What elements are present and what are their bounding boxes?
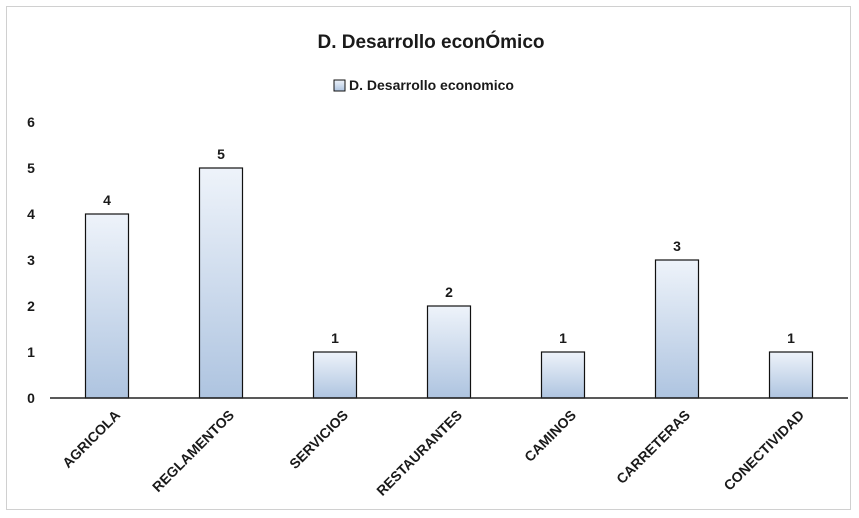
x-axis-labels: AGRICOLA REGLAMENTOS SERVICIOS RESTAURANTES… bbox=[59, 407, 807, 499]
bar bbox=[426, 305, 472, 399]
y-axis-ticks: 0 1 2 3 4 5 6 bbox=[27, 114, 35, 406]
x-tick-label: RESTAURANTES bbox=[373, 407, 465, 499]
chart-title: D. Desarrollo econÓmico bbox=[317, 31, 544, 53]
data-label: 4 bbox=[103, 192, 111, 208]
data-label: 1 bbox=[787, 330, 795, 346]
data-label: 5 bbox=[217, 146, 225, 162]
legend: D. Desarrollo economico bbox=[333, 77, 514, 93]
data-label: 3 bbox=[673, 238, 681, 254]
bar bbox=[84, 213, 130, 399]
bars bbox=[84, 167, 814, 399]
x-tick-label: SERVICIOS bbox=[286, 407, 351, 472]
x-tick-label: CARRETERAS bbox=[613, 407, 693, 487]
bar bbox=[768, 351, 814, 399]
y-tick-label: 0 bbox=[27, 390, 35, 406]
data-labels: 4 5 1 2 1 3 1 bbox=[103, 146, 795, 346]
y-tick-label: 3 bbox=[27, 252, 35, 268]
bar bbox=[540, 351, 586, 399]
y-tick-label: 2 bbox=[27, 298, 35, 314]
legend-swatch bbox=[333, 79, 346, 92]
y-tick-label: 4 bbox=[27, 206, 35, 222]
legend-label: D. Desarrollo economico bbox=[349, 77, 514, 93]
x-tick-label: CONECTIVIDAD bbox=[720, 407, 807, 494]
data-label: 1 bbox=[331, 330, 339, 346]
bar bbox=[312, 351, 358, 399]
bar bbox=[654, 259, 700, 399]
bar bbox=[198, 167, 244, 399]
y-tick-label: 1 bbox=[27, 344, 35, 360]
data-label: 1 bbox=[559, 330, 567, 346]
chart-frame bbox=[6, 6, 851, 510]
y-tick-label: 6 bbox=[27, 114, 35, 130]
data-label: 2 bbox=[445, 284, 453, 300]
y-tick-label: 5 bbox=[27, 160, 35, 176]
x-tick-label: AGRICOLA bbox=[59, 407, 123, 471]
x-tick-label: REGLAMENTOS bbox=[149, 407, 237, 495]
x-tick-label: CAMINOS bbox=[521, 407, 579, 465]
